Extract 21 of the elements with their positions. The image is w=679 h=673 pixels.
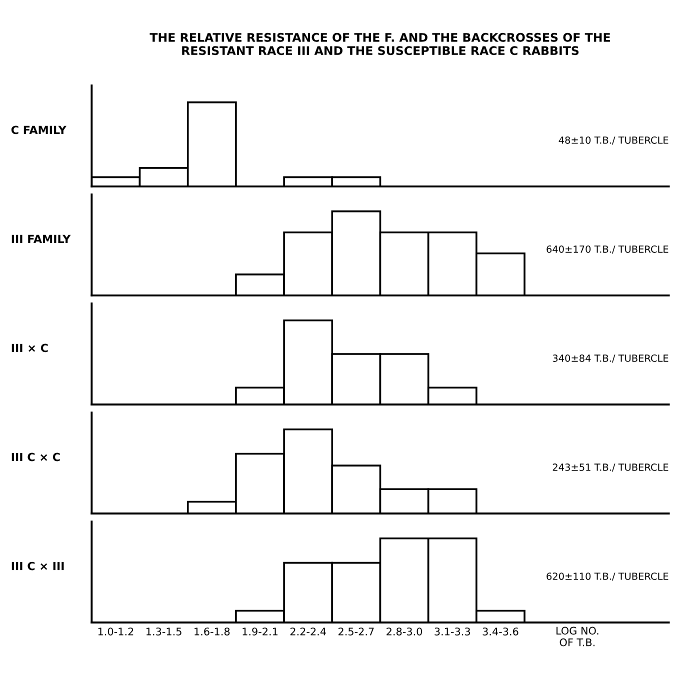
x-tick-label: 1.6-1.8: [194, 628, 230, 636]
x-tick-label: 2.2-2.4: [290, 628, 326, 636]
chart-title: THE RELATIVE RESISTANCE OF THE F. AND THE BACKCROSSES OF THE RESISTANT RACE III AND THE SUSCEPTIBLE RACE C RABBITS: [150, 32, 610, 56]
y-axis-title: III × C: [12, 344, 48, 352]
y-axis-title: C FAMILY: [11, 126, 66, 134]
y-axis-title: III C × III: [12, 562, 64, 570]
x-tick-label: 3.1-3.3: [434, 628, 470, 636]
x-tick-label: 1.3-1.5: [146, 628, 182, 636]
text: 640±170 T.B./ TUBERCLE: [546, 245, 668, 254]
y-axis-title: III FAMILY: [12, 234, 71, 243]
x-tick-label: 2.8-3.0: [386, 628, 422, 636]
y-axis-title: III C × C: [12, 452, 60, 462]
x-tick-label: 2.5-2.7: [338, 628, 374, 636]
x-axis-title: LOG NO. OF T.B.: [556, 626, 598, 646]
x-tick-label: 1.9-2.1: [242, 628, 278, 636]
x-tick-label: 3.4-3.6: [482, 628, 518, 636]
text: 340±84 T.B./ TUBERCLE: [552, 354, 668, 363]
text: 620±110 T.B./ TUBERCLE: [546, 572, 668, 581]
text: 243±51 T.B./ TUBERCLE: [552, 464, 668, 472]
text: 48±10 T.B./ TUBERCLE: [558, 136, 668, 145]
x-tick-label: 1.0-1.2: [98, 628, 134, 636]
